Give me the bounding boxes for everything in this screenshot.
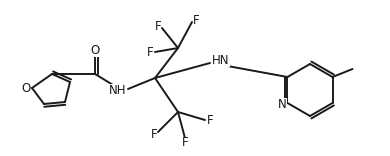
Text: F: F bbox=[147, 46, 153, 58]
Text: F: F bbox=[151, 127, 157, 141]
Text: HN: HN bbox=[212, 54, 229, 66]
Text: F: F bbox=[155, 20, 161, 34]
Text: F: F bbox=[193, 15, 199, 27]
Text: NH: NH bbox=[109, 83, 127, 97]
Text: N: N bbox=[278, 98, 287, 110]
Text: O: O bbox=[21, 81, 31, 95]
Text: F: F bbox=[207, 114, 213, 127]
Text: F: F bbox=[182, 136, 188, 149]
Text: O: O bbox=[90, 44, 99, 56]
